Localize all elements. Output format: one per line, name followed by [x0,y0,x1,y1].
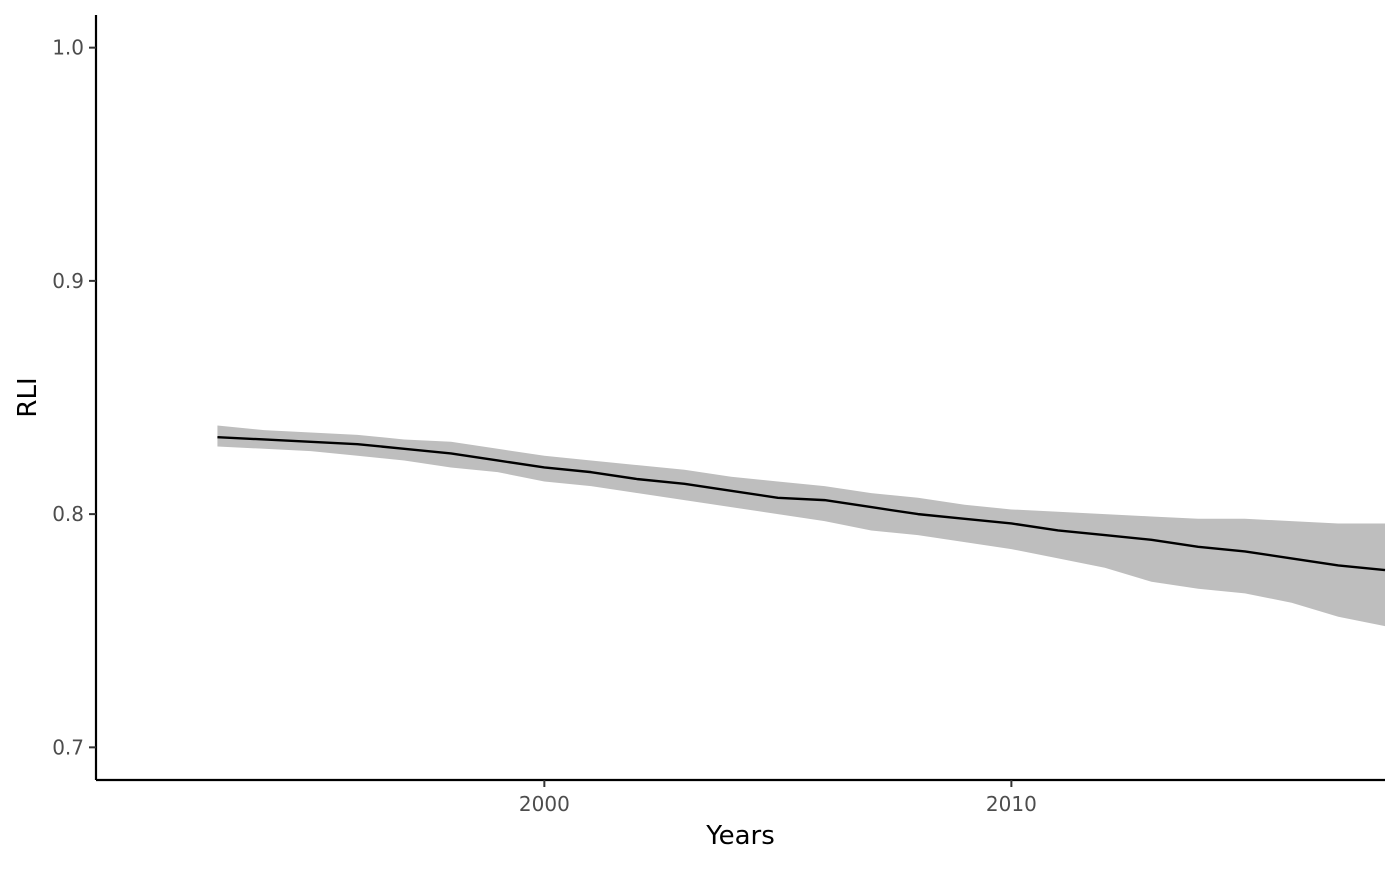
y-tick-label: 0.7 [52,735,84,759]
confidence-band-layer [217,425,1386,627]
x-tick-label: 2010 [986,792,1037,816]
y-tick-label: 0.9 [52,269,84,293]
ticks-layer: 0.7 0.8 0.9 1.0 2000 2010 [52,36,1037,816]
y-tick-label: 1.0 [52,36,84,60]
x-tick-label: 2000 [519,792,570,816]
y-tick-label: 0.8 [52,502,84,526]
y-axis-title: RLI [13,377,43,417]
rli-line [217,435,1386,572]
axes-layer [94,15,1385,782]
series-line-layer [217,435,1386,572]
x-axis-title: Years [705,821,775,851]
confidence-band [217,425,1386,627]
